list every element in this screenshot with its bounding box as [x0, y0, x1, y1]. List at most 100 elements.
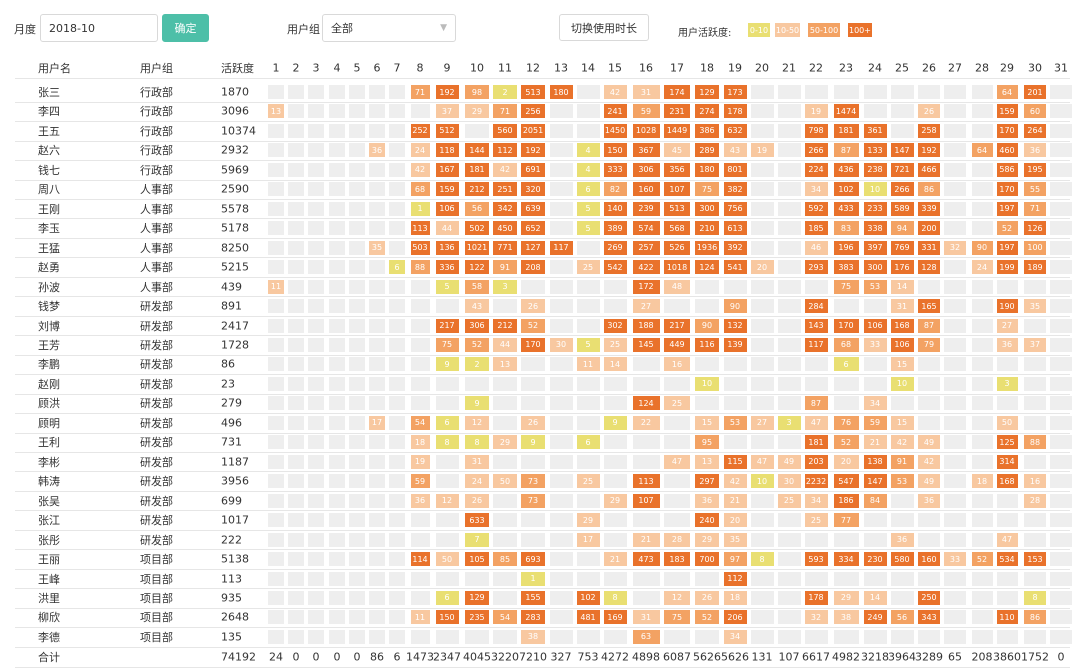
heat-cell: 200 [918, 221, 940, 236]
empty-cell [369, 493, 385, 508]
heat-cell: 168 [890, 318, 914, 333]
empty-cell [308, 454, 324, 469]
heat-cell: 31 [890, 299, 914, 314]
confirm-button[interactable]: 确定 [162, 14, 209, 42]
heat-cell: 178 [723, 104, 747, 119]
user-group: 项目部 [140, 553, 173, 567]
empty-cell [329, 318, 345, 333]
heat-cell: 6 [576, 182, 600, 197]
empty-cell [389, 337, 405, 352]
empty-cell [996, 571, 1018, 586]
user-group: 人事部 [140, 183, 173, 197]
empty-cell [1050, 629, 1072, 644]
empty-cell [1050, 182, 1072, 197]
heat-cell: 258 [918, 123, 940, 138]
toggle-button[interactable]: 切换使用时长 [559, 14, 649, 41]
heat-cell: 8 [435, 435, 459, 450]
empty-cell [349, 201, 365, 216]
heat-cell: 25 [804, 513, 828, 528]
empty-cell [1024, 513, 1046, 528]
empty-cell [996, 396, 1018, 411]
heat-cell: 100 [1024, 240, 1046, 255]
empty-cell [576, 454, 600, 469]
empty-cell [369, 513, 385, 528]
empty-cell [918, 357, 940, 372]
day-total: 5626 [721, 650, 749, 664]
row-line [15, 160, 1070, 162]
empty-cell [308, 415, 324, 430]
empty-cell [723, 435, 747, 450]
day-header: 6 [373, 61, 381, 75]
empty-cell [369, 454, 385, 469]
activity: 10374 [221, 124, 256, 138]
empty-cell [971, 571, 993, 586]
row-line [15, 179, 1070, 181]
empty-cell [308, 474, 324, 489]
heat-cell: 34 [804, 182, 828, 197]
user-name: 孙波 [38, 280, 60, 294]
empty-cell [389, 182, 405, 197]
heat-cell: 170 [996, 123, 1018, 138]
row-line [15, 529, 1070, 531]
day-header: 14 [581, 61, 595, 75]
activity: 23 [221, 377, 235, 391]
heat-cell: 59 [410, 474, 430, 489]
empty-cell [1024, 571, 1046, 586]
empty-cell [777, 571, 801, 586]
empty-cell [918, 376, 940, 391]
empty-cell [549, 221, 573, 236]
empty-cell [521, 513, 545, 528]
heat-cell: 586 [996, 162, 1018, 177]
empty-cell [308, 143, 324, 158]
heat-cell: 1021 [465, 240, 489, 255]
empty-cell [349, 435, 365, 450]
heat-cell: 314 [996, 454, 1018, 469]
heat-cell: 197 [996, 201, 1018, 216]
empty-cell [971, 590, 993, 605]
empty-cell [1050, 162, 1072, 177]
empty-cell [435, 571, 459, 586]
heat-cell: 52 [465, 337, 489, 352]
empty-cell [389, 571, 405, 586]
group-select[interactable]: 全部 ▼ [322, 14, 456, 42]
empty-cell [288, 318, 304, 333]
activity: 113 [221, 572, 242, 585]
heat-cell: 168 [996, 474, 1018, 489]
heat-cell: 59 [863, 415, 887, 430]
empty-cell [268, 260, 284, 275]
empty-cell [890, 629, 914, 644]
heat-cell: 20 [750, 260, 774, 275]
empty-cell [971, 415, 993, 430]
empty-cell [329, 299, 345, 314]
heat-cell: 547 [833, 474, 859, 489]
heat-cell: 88 [1024, 435, 1046, 450]
heat-cell: 203 [804, 454, 828, 469]
empty-cell [410, 376, 430, 391]
empty-cell [723, 376, 747, 391]
heat-cell: 26 [695, 590, 719, 605]
empty-cell [308, 493, 324, 508]
empty-cell [664, 474, 690, 489]
empty-cell [750, 221, 774, 236]
heat-cell: 24 [410, 143, 430, 158]
day-total: 4272 [601, 650, 629, 664]
empty-cell [389, 85, 405, 99]
empty-cell [750, 123, 774, 138]
heat-cell: 60 [1024, 104, 1046, 119]
activity: 222 [221, 533, 242, 547]
empty-cell [288, 415, 304, 430]
empty-cell [750, 162, 774, 177]
heat-cell: 422 [632, 260, 660, 275]
row-line [15, 354, 1070, 356]
activity: 2417 [221, 319, 249, 333]
empty-cell [268, 513, 284, 528]
legend-item: 10-50 [775, 23, 800, 37]
column-header: 用户组 [140, 62, 173, 75]
month-input[interactable]: 2018-10 [40, 14, 158, 42]
heat-cell: 1936 [695, 240, 719, 255]
heat-cell: 334 [833, 552, 859, 567]
empty-cell [268, 337, 284, 352]
empty-cell [777, 552, 801, 567]
day-header: 2 [292, 61, 300, 75]
empty-cell [349, 299, 365, 314]
